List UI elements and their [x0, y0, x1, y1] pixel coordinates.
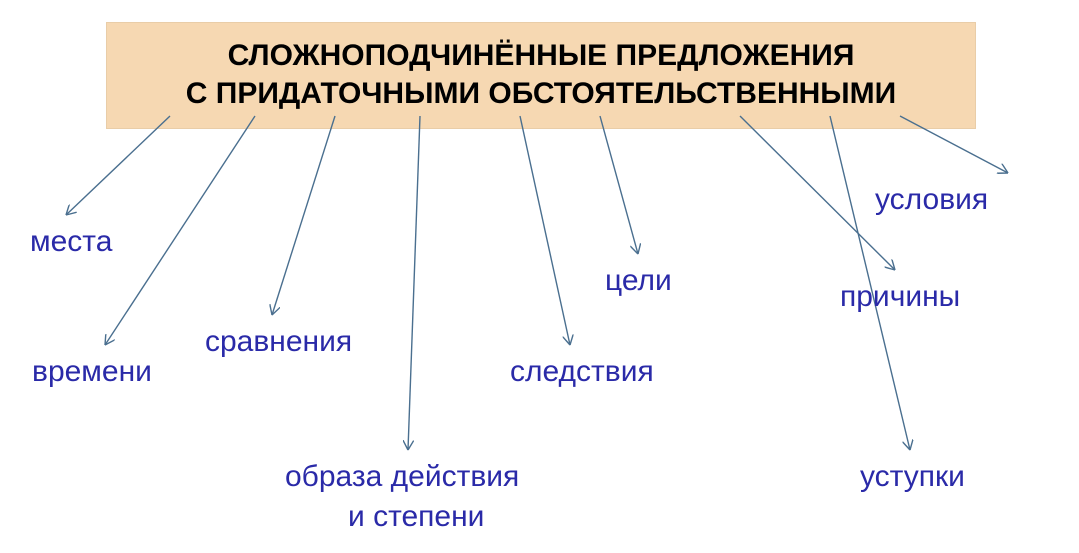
- node-prichiny: причины: [840, 280, 960, 314]
- node-usloviya: условия: [875, 183, 988, 217]
- node-obraz1: образа действия: [285, 460, 519, 494]
- node-sravn: сравнения: [205, 325, 352, 359]
- title-line-2: С ПРИДАТОЧНЫМИ ОБСТОЯТЕЛЬСТВЕННЫМИ: [127, 75, 955, 113]
- node-mesta: места: [30, 225, 112, 259]
- arrow-sravn: [272, 116, 335, 315]
- arrow-celi: [600, 116, 638, 254]
- arrow-sledstv: [520, 116, 570, 345]
- arrow-prichiny: [740, 116, 895, 270]
- arrow-mesta: [66, 116, 170, 215]
- node-ustupki: уступки: [860, 460, 965, 494]
- node-obraz2: и степени: [348, 500, 484, 534]
- node-sledstv: следствия: [510, 355, 654, 389]
- title-line-1: СЛОЖНОПОДЧИНЁННЫЕ ПРЕДЛОЖЕНИЯ: [127, 37, 955, 75]
- node-celi: цели: [605, 264, 672, 298]
- node-vremeni: времени: [32, 355, 152, 389]
- diagram-title-box: СЛОЖНОПОДЧИНЁННЫЕ ПРЕДЛОЖЕНИЯ С ПРИДАТОЧ…: [106, 22, 976, 129]
- arrow-obraz1: [408, 116, 420, 450]
- arrow-vremeni: [105, 116, 255, 345]
